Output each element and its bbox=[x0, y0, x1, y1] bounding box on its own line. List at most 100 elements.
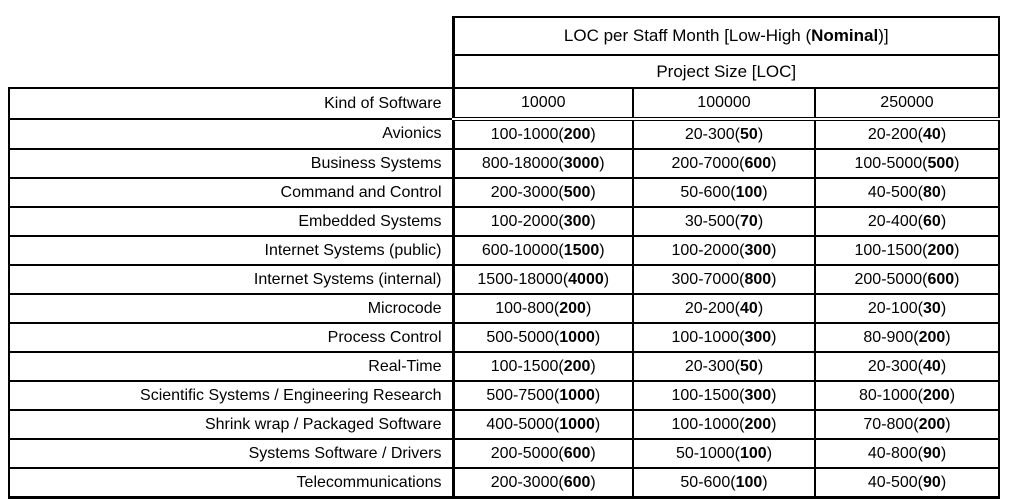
table-row: Microcode 100-800(200) 20-200(40) 20-100(30… bbox=[8, 293, 1000, 324]
table-title: LOC per Staff Month [Low-High (Nominal)] bbox=[451, 16, 1000, 56]
size-column-header-100000: 100000 bbox=[632, 87, 816, 121]
nominal-value: 200 bbox=[744, 415, 772, 433]
nominal-value: 300 bbox=[563, 212, 591, 230]
loc-range-cell: 100-800(200) bbox=[452, 293, 634, 324]
loc-range-cell: 20-100(30) bbox=[814, 293, 1000, 324]
loc-range-cell: 20-300(50) bbox=[632, 118, 816, 150]
nominal-value: 40 bbox=[740, 299, 758, 317]
row-label: Avionics bbox=[8, 118, 455, 150]
row-label: Systems Software / Drivers bbox=[8, 438, 455, 469]
nominal-value: 100 bbox=[735, 183, 763, 201]
loc-range-cell: 20-200(40) bbox=[814, 118, 1000, 150]
nominal-value: 500 bbox=[563, 183, 591, 201]
loc-range-cell: 100-1000(200) bbox=[632, 409, 816, 440]
nominal-value: 600 bbox=[563, 444, 591, 462]
table-row: Avionics 100-1000(200) 20-300(50) 20-200(40… bbox=[8, 118, 1000, 150]
nominal-value: 3000 bbox=[563, 154, 600, 172]
loc-range-cell: 100-1000(300) bbox=[632, 322, 816, 353]
loc-range-cell: 80-1000(200) bbox=[814, 380, 1000, 411]
loc-range-cell: 30-500(70) bbox=[632, 206, 816, 237]
nominal-value: 1500 bbox=[563, 241, 600, 259]
loc-range-cell: 100-1000(200) bbox=[452, 118, 634, 150]
loc-range-cell: 40-500(80) bbox=[814, 177, 1000, 208]
loc-range-cell: 50-1000(100) bbox=[632, 438, 816, 469]
nominal-value: 300 bbox=[744, 328, 772, 346]
row-label: Scientific Systems / Engineering Researc… bbox=[8, 380, 455, 411]
row-label: Process Control bbox=[8, 322, 455, 353]
subheader-row: Project Size [LOC] bbox=[9, 54, 1000, 89]
loc-range-cell: 40-800(90) bbox=[814, 438, 1000, 469]
row-label: Embedded Systems bbox=[8, 206, 455, 237]
loc-range-cell: 40-500(90) bbox=[814, 467, 1000, 499]
loc-range-cell: 100-5000(500) bbox=[814, 148, 1000, 179]
table-row: Command and Control 200-3000(500) 50-600(1… bbox=[8, 177, 1000, 208]
row-label: Telecommunications bbox=[8, 467, 455, 499]
nominal-value: 50 bbox=[740, 125, 758, 143]
table-row: Internet Systems (internal) 1500-18000(40… bbox=[8, 264, 1000, 295]
nominal-value: 90 bbox=[923, 473, 941, 491]
nominal-value: 100 bbox=[740, 444, 767, 462]
nominal-value: 100 bbox=[735, 473, 763, 491]
loc-range-cell: 200-3000(500) bbox=[452, 177, 634, 208]
kind-of-software-header: Kind of Software bbox=[8, 87, 455, 120]
nominal-value: 200 bbox=[559, 299, 586, 317]
nominal-value: 600 bbox=[563, 473, 591, 491]
nominal-value: 50 bbox=[740, 357, 758, 375]
title-row: LOC per Staff Month [Low-High (Nominal)] bbox=[9, 16, 1000, 56]
table-row: Systems Software / Drivers 200-5000(600) 5… bbox=[8, 438, 1000, 469]
loc-range-cell: 300-7000(800) bbox=[632, 264, 816, 295]
table-row: Internet Systems (public) 600-10000(1500)… bbox=[8, 235, 1000, 266]
loc-range-cell: 20-400(60) bbox=[814, 206, 1000, 237]
nominal-value: 1000 bbox=[559, 328, 595, 346]
blank-corner-sub bbox=[9, 55, 453, 88]
nominal-value: 30 bbox=[923, 299, 941, 317]
nominal-value: 200 bbox=[923, 386, 950, 404]
nominal-value: 40 bbox=[923, 357, 941, 375]
row-label: Business Systems bbox=[8, 148, 455, 179]
loc-range-cell: 50-600(100) bbox=[632, 177, 816, 208]
nominal-value: 800 bbox=[744, 270, 772, 288]
table-row: Business Systems 800-18000(3000) 200-7000(… bbox=[8, 148, 1000, 179]
loc-range-cell: 400-5000(1000) bbox=[452, 409, 634, 440]
table-row: Shrink wrap / Packaged Software 400-5000(… bbox=[8, 409, 1000, 440]
nominal-value: 200 bbox=[918, 328, 946, 346]
column-header-row: Kind of Software 10000 100000 250000 bbox=[8, 87, 1000, 121]
loc-range-cell: 100-1500(200) bbox=[814, 235, 1000, 266]
loc-range-cell: 100-1500(200) bbox=[452, 351, 634, 382]
row-label: Command and Control bbox=[8, 177, 455, 208]
nominal-value: 1000 bbox=[559, 415, 595, 433]
nominal-value: 300 bbox=[744, 386, 772, 404]
loc-range-cell: 100-1500(300) bbox=[632, 380, 816, 411]
loc-range-cell: 50-600(100) bbox=[632, 467, 816, 499]
loc-range-cell: 800-18000(3000) bbox=[452, 148, 634, 179]
nominal-value: 200 bbox=[927, 241, 955, 259]
nominal-value: 40 bbox=[923, 125, 941, 143]
loc-range-cell: 200-5000(600) bbox=[452, 438, 634, 469]
blank-corner-top bbox=[9, 17, 453, 55]
table-title-suffix: )] bbox=[878, 26, 889, 45]
table-title-prefix: LOC per Staff Month [Low-High ( bbox=[563, 26, 812, 45]
nominal-value: 60 bbox=[923, 212, 941, 230]
nominal-value: 500 bbox=[927, 154, 955, 172]
nominal-value: 1000 bbox=[559, 386, 595, 404]
row-label: Internet Systems (internal) bbox=[8, 264, 455, 295]
size-column-header-250000: 250000 bbox=[814, 87, 1000, 121]
nominal-value: 600 bbox=[927, 270, 955, 288]
loc-range-cell: 200-7000(600) bbox=[632, 148, 816, 179]
nominal-value: 200 bbox=[563, 357, 591, 375]
project-size-header: Project Size [LOC] bbox=[451, 54, 1000, 89]
nominal-value: 200 bbox=[918, 415, 946, 433]
loc-range-cell: 500-5000(1000) bbox=[452, 322, 634, 353]
row-label: Microcode bbox=[8, 293, 455, 324]
loc-range-cell: 80-900(200) bbox=[814, 322, 1000, 353]
loc-range-cell: 20-200(40) bbox=[632, 293, 816, 324]
table-row: Scientific Systems / Engineering Researc… bbox=[8, 380, 1000, 411]
nominal-value: 70 bbox=[740, 212, 758, 230]
loc-range-cell: 200-5000(600) bbox=[814, 264, 1000, 295]
nominal-value: 300 bbox=[744, 241, 772, 259]
table-row: Telecommunications 200-3000(600) 50-600(10… bbox=[8, 467, 1000, 499]
loc-range-cell: 600-10000(1500) bbox=[452, 235, 634, 266]
loc-range-cell: 20-300(40) bbox=[814, 351, 1000, 382]
table-row: Process Control 500-5000(1000) 100-1000(30… bbox=[8, 322, 1000, 353]
loc-range-cell: 500-7500(1000) bbox=[452, 380, 634, 411]
